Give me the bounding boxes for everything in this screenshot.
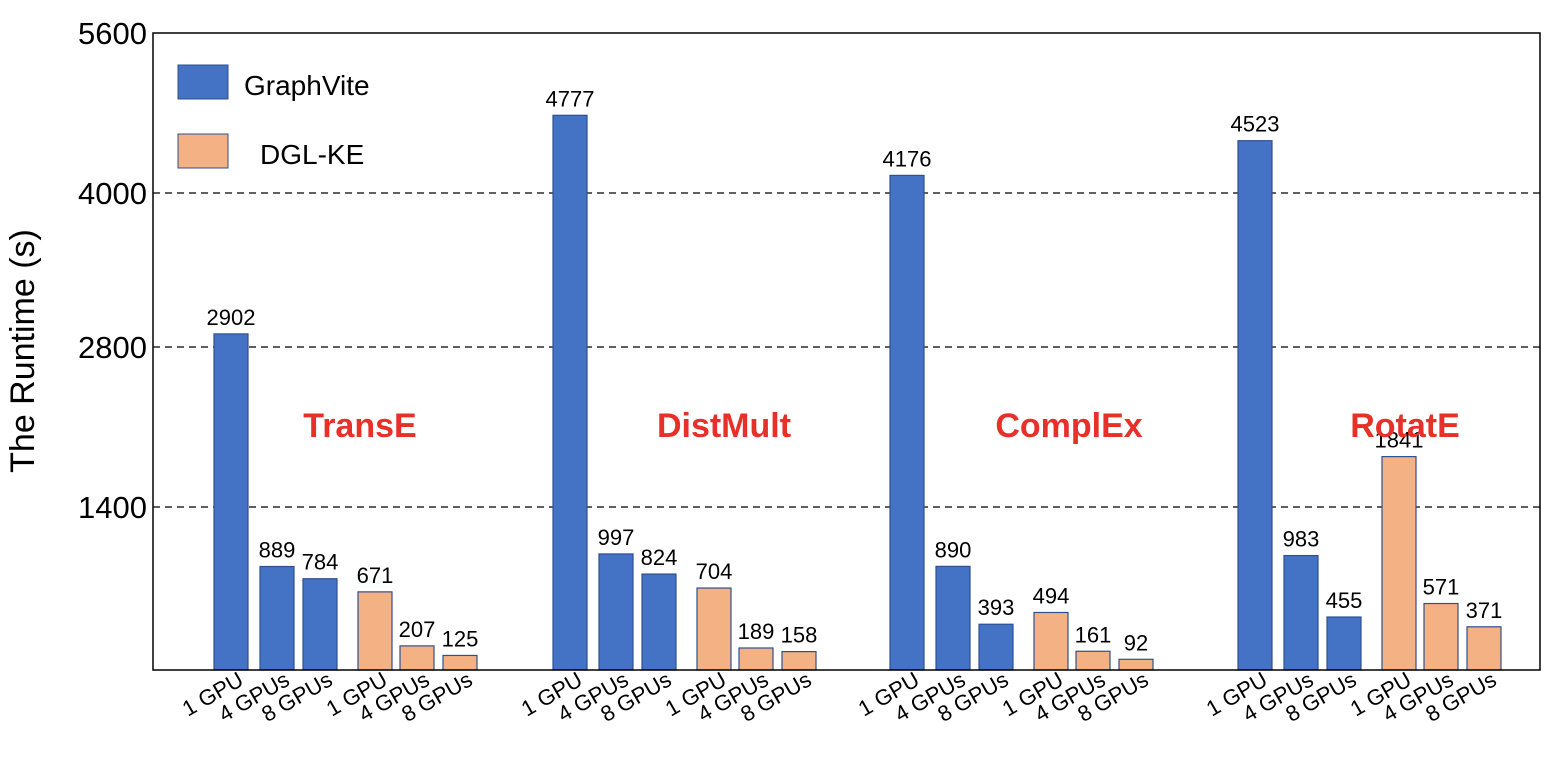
data-label: 824 [641, 545, 678, 570]
group-label-transe: TransE [303, 407, 416, 445]
y-tick-label: 4000 [78, 176, 147, 211]
bar-distmult-dglke-5 [781, 651, 817, 671]
data-label: 890 [935, 537, 972, 562]
data-label: 4777 [546, 86, 595, 111]
bar-rotate-dglke-4 [1423, 602, 1459, 671]
bar-complex-dglke-4 [1075, 650, 1111, 671]
data-label: 2902 [207, 305, 256, 330]
group-labels: TransE DistMult ComplEx RotatE [303, 407, 1459, 445]
bars [213, 114, 1502, 671]
plot-frame [152, 32, 1541, 671]
bar-transe-graphvite-2 [302, 578, 338, 671]
legend-label-graphvite: GraphVite [244, 70, 370, 101]
data-label: 997 [598, 525, 635, 550]
bar-complex-graphvite-2 [978, 623, 1014, 671]
bar-complex-dglke-3 [1033, 611, 1069, 671]
bar-transe-graphvite-1 [259, 565, 295, 671]
bar-complex-graphvite-1 [935, 565, 971, 671]
bar-distmult-dglke-4 [738, 647, 774, 671]
group-label-rotate: RotatE [1350, 407, 1460, 445]
data-label: 1841 [1375, 428, 1424, 453]
bar-rotate-graphvite-0 [1237, 140, 1273, 671]
gridlines [153, 192, 1540, 508]
bar-rotate-dglke-5 [1466, 626, 1502, 671]
bar-distmult-dglke-3 [696, 587, 732, 671]
bar-distmult-graphvite-0 [552, 114, 588, 671]
bar-transe-graphvite-0 [213, 333, 249, 671]
data-label: 92 [1124, 630, 1148, 655]
data-label: 889 [259, 537, 296, 562]
bar-rotate-dglke-3 [1381, 456, 1417, 671]
group-label-distmult: DistMult [657, 407, 791, 445]
bar-rotate-graphvite-2 [1326, 616, 1362, 671]
bar-distmult-graphvite-2 [641, 573, 677, 671]
bar-transe-dglke-3 [357, 591, 393, 671]
data-label: 393 [978, 595, 1015, 620]
data-label: 671 [357, 563, 394, 588]
data-label: 494 [1033, 583, 1070, 608]
data-label: 207 [399, 617, 436, 642]
y-tick-label: 2800 [78, 330, 147, 365]
data-label: 189 [738, 619, 775, 644]
data-label: 983 [1283, 527, 1320, 552]
data-label: 784 [302, 550, 339, 575]
data-label: 161 [1075, 622, 1112, 647]
group-label-complex: ComplEx [995, 407, 1142, 445]
data-label: 571 [1423, 575, 1460, 600]
data-label: 704 [696, 559, 733, 584]
y-axis-label: The Runtime (s) [4, 229, 42, 473]
bar-transe-dglke-4 [399, 645, 435, 671]
data-label: 455 [1326, 588, 1363, 613]
y-tick-label: 1400 [78, 490, 147, 525]
legend-swatch-dglke [177, 133, 229, 169]
legend: GraphVite DGL-KE [177, 64, 370, 170]
bar-complex-graphvite-0 [889, 174, 925, 671]
bar-distmult-graphvite-1 [598, 553, 634, 671]
y-tick-label: 5600 [78, 16, 147, 51]
y-axis-ticks: 1400 2800 4000 5600 [78, 16, 147, 525]
legend-swatch-graphvite [177, 64, 229, 100]
legend-label-dglke: DGL-KE [260, 139, 364, 170]
data-label: 371 [1466, 598, 1503, 623]
bar-rotate-graphvite-1 [1283, 554, 1319, 671]
data-label: 4523 [1231, 112, 1280, 137]
data-label: 125 [442, 626, 479, 651]
data-label: 4176 [883, 146, 932, 171]
data-label: 158 [781, 623, 818, 648]
bar-transe-dglke-5 [442, 654, 478, 671]
